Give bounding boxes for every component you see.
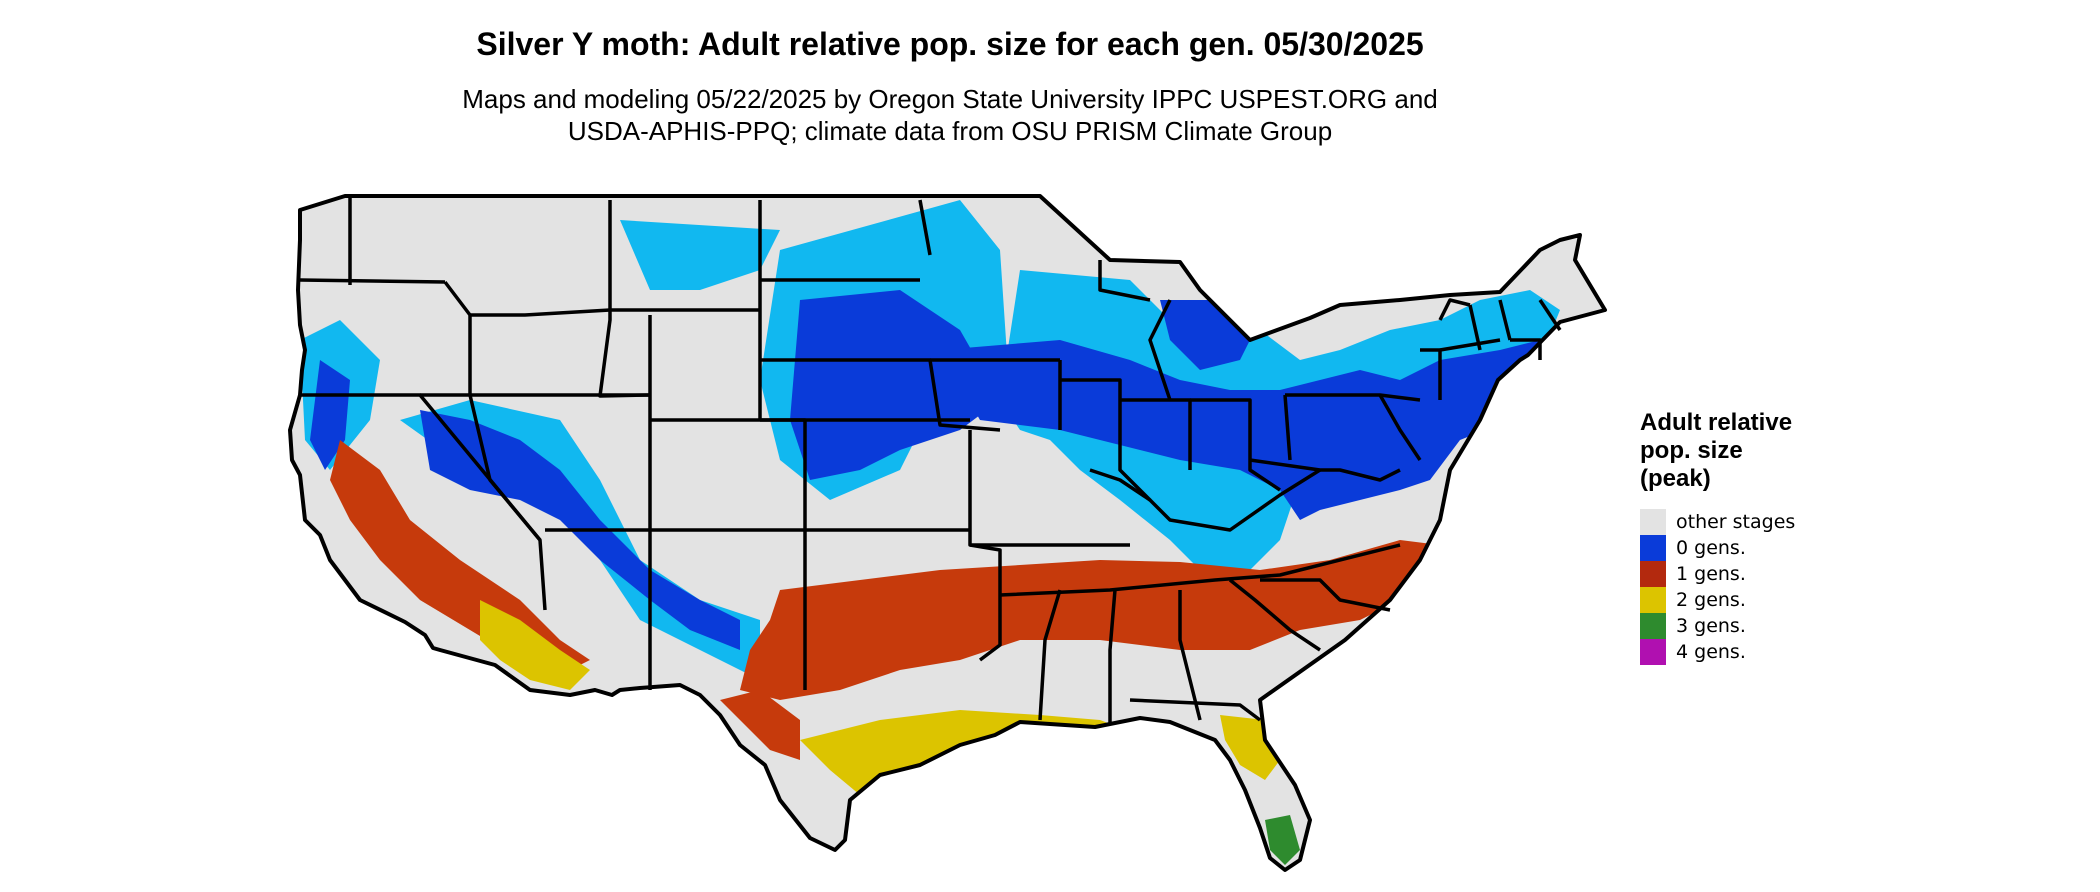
legend-item: 1 gens. [1640, 561, 1860, 587]
legend-label: 0 gens. [1676, 537, 1746, 559]
subtitle-line-1: Maps and modeling 05/22/2025 by Oregon S… [462, 84, 1438, 114]
map-title: Silver Y moth: Adult relative pop. size … [476, 26, 1424, 62]
subtitle-line-2: USDA-APHIS-PPQ; climate data from OSU PR… [567, 116, 1333, 146]
zone-blue [310, 290, 1550, 650]
zone-red [330, 440, 1440, 760]
zone-green [860, 815, 1300, 865]
legend-item: 4 gens. [1640, 639, 1860, 665]
legend-swatch [1640, 561, 1666, 587]
legend-swatch [1640, 613, 1666, 639]
legend-item: other stages [1640, 509, 1860, 535]
legend-title-line-3: (peak) [1640, 465, 1711, 492]
legend-swatch [1640, 639, 1666, 665]
legend-swatch [1640, 509, 1666, 535]
map-subtitle: Maps and modeling 05/22/2025 by Oregon S… [0, 83, 1900, 147]
legend: Adult relative pop. size (peak) other st… [1640, 409, 1860, 665]
legend-title-line-2: pop. size [1640, 437, 1743, 464]
legend-title-line-1: Adult relative [1640, 409, 1793, 436]
legend-title: Adult relative pop. size (peak) [1640, 409, 1860, 493]
legend-items: other stages 0 gens. 1 gens. 2 gens. 3 gens.… [1640, 509, 1860, 665]
legend-swatch [1640, 587, 1666, 613]
legend-label: 1 gens. [1676, 563, 1746, 585]
legend-label: 4 gens. [1676, 641, 1746, 663]
legend-swatch [1640, 535, 1666, 561]
legend-item: 2 gens. [1640, 587, 1860, 613]
legend-item: 0 gens. [1640, 535, 1860, 561]
state-borders [288, 194, 1607, 872]
legend-label: other stages [1676, 511, 1796, 533]
legend-item: 3 gens. [1640, 613, 1860, 639]
legend-label: 2 gens. [1676, 589, 1746, 611]
legend-label: 3 gens. [1676, 615, 1746, 637]
